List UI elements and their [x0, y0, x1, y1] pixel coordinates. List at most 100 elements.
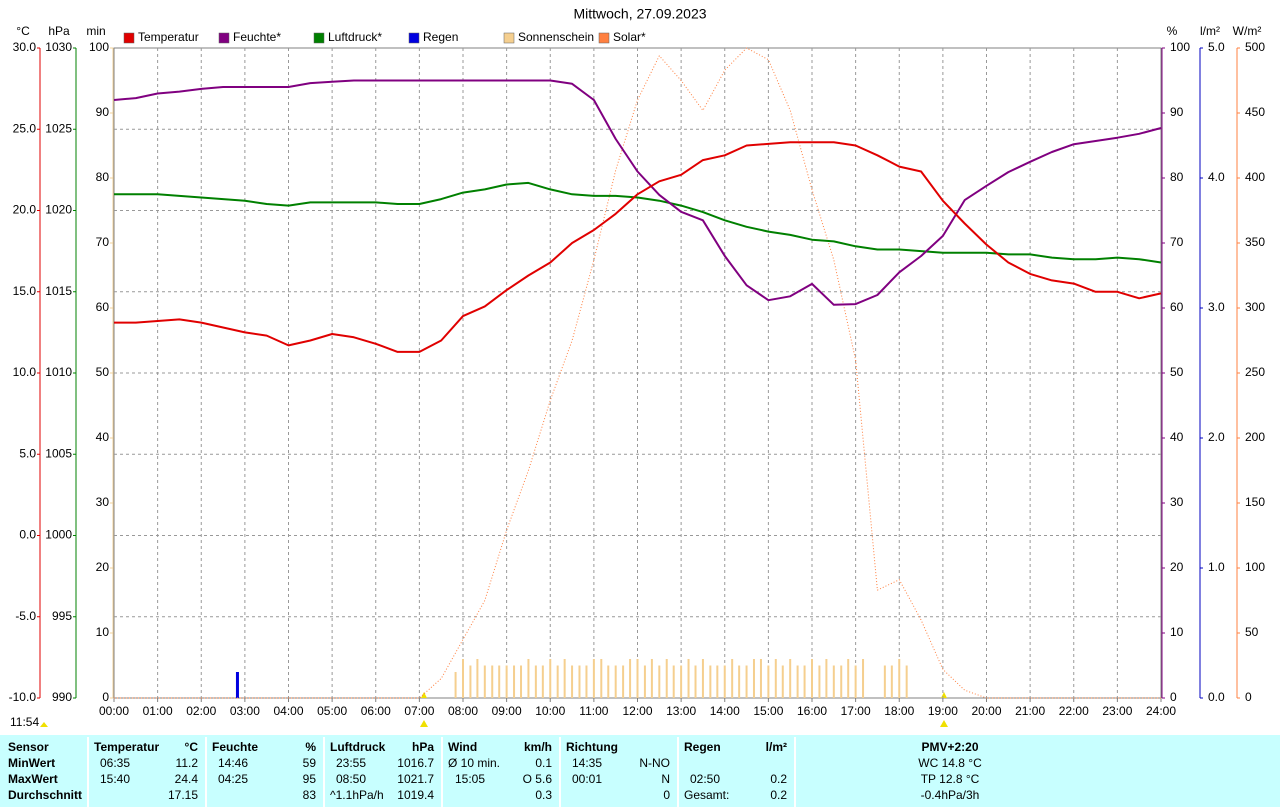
x-tick-label: 09:00: [492, 704, 522, 718]
bar: [454, 672, 457, 698]
bar: [505, 665, 508, 698]
table-header: Sensor: [8, 740, 49, 754]
table-cell: 00:01: [572, 772, 602, 786]
bar: [818, 665, 821, 698]
y-tick-label: 3.0: [1208, 300, 1225, 314]
y-tick-label: 60: [1170, 300, 1184, 314]
x-tick-label: 22:00: [1059, 704, 1089, 718]
x-tick-label: 03:00: [230, 704, 260, 718]
table-header: °C: [185, 740, 199, 754]
y-tick-label: 60: [96, 300, 110, 314]
bar: [462, 659, 464, 698]
legend-label: Luftdruck*: [328, 30, 382, 44]
table-cell: ^1.1hPa/h: [330, 788, 384, 802]
table-header: Luftdruck: [330, 740, 386, 754]
sunrise-tick: [421, 692, 427, 698]
x-tick-label: 24:00: [1146, 704, 1176, 718]
table-cell: 02:50: [690, 772, 720, 786]
bar: [709, 665, 712, 698]
table-cell: 15:05: [455, 772, 485, 786]
bar: [556, 665, 559, 698]
y-tick-label: 350: [1245, 235, 1265, 249]
bar: [607, 665, 610, 698]
bar: [862, 659, 865, 698]
legend-swatch: [313, 32, 325, 44]
line: [114, 47, 1161, 699]
table-cell: 11.2: [176, 756, 199, 770]
x-tick-label: 04:00: [273, 704, 303, 718]
x-tick-label: 00:00: [99, 704, 129, 718]
table-header: Regen: [684, 740, 721, 754]
x-tick-label: 23:00: [1102, 704, 1132, 718]
y-tick-label: 100: [1245, 560, 1265, 574]
bar: [629, 659, 632, 698]
bar: [600, 659, 603, 698]
bar: [759, 659, 762, 698]
y-tick-label: 40: [1170, 430, 1184, 444]
bar: [571, 665, 574, 698]
y-tick-label: 995: [52, 609, 72, 623]
bar: [643, 665, 646, 698]
x-tick-label: 07:00: [404, 704, 434, 718]
legend-label: Temperatur: [138, 30, 199, 44]
table-cell: 1021.7: [397, 772, 434, 786]
x-tick-label: 12:00: [622, 704, 652, 718]
line: [113, 79, 1162, 306]
line: [114, 181, 1162, 264]
bar: [898, 659, 901, 698]
bar: [235, 672, 239, 698]
legend-label: Sonnenschein: [518, 30, 594, 44]
table-cell: N-NO: [639, 756, 670, 770]
bar: [905, 665, 908, 698]
bar: [483, 665, 486, 698]
table-cell: TP 12.8 °C: [921, 772, 980, 786]
bar: [498, 665, 501, 698]
table-cell: 15:40: [100, 772, 130, 786]
bar: [469, 665, 472, 698]
bar: [847, 659, 850, 698]
bar: [803, 665, 806, 698]
bar: [672, 665, 675, 698]
y-tick-label: 50: [96, 365, 110, 379]
table-cell: 23:55: [336, 756, 366, 770]
table-cell: 0.2: [770, 788, 787, 802]
legend-swatch: [408, 32, 420, 44]
x-tick-label: 17:00: [841, 704, 871, 718]
table-header: PMV+2:20: [921, 740, 978, 754]
y-tick-label: 70: [1170, 235, 1184, 249]
y-tick-label: 40: [96, 430, 110, 444]
bar: [854, 665, 857, 698]
y-tick-label: 1015: [45, 284, 72, 298]
x-tick-label: 02:00: [186, 704, 216, 718]
table-cell: 0.2: [770, 772, 787, 786]
table-cell: N: [661, 772, 670, 786]
bar: [513, 665, 516, 698]
bar: [614, 665, 617, 698]
bar: [825, 659, 828, 698]
bar: [549, 659, 552, 698]
y-tick-label: 10.0: [13, 365, 37, 379]
table-cell: 24.4: [175, 772, 199, 786]
y-tick-label: 5.0: [1208, 40, 1225, 54]
axis-title: min: [86, 24, 105, 38]
y-tick-label: 150: [1245, 495, 1265, 509]
table-cell: MinWert: [8, 756, 55, 770]
x-tick-label: 11:00: [579, 704, 608, 718]
table-cell: 59: [303, 756, 317, 770]
line: [114, 141, 1162, 353]
table-header: km/h: [524, 740, 552, 754]
table-cell: 14:35: [572, 756, 602, 770]
marker: [40, 722, 48, 727]
y-tick-label: 500: [1245, 40, 1265, 54]
y-tick-label: 30.0: [13, 40, 37, 54]
table-header: %: [305, 740, 316, 754]
axis-title: l/m²: [1200, 24, 1220, 38]
bar: [534, 665, 537, 698]
y-tick-label: 0: [1245, 690, 1252, 704]
bar: [890, 665, 893, 698]
bar: [738, 665, 741, 698]
y-tick-label: 1020: [45, 203, 72, 217]
y-tick-label: 100: [1170, 40, 1190, 54]
bar: [883, 665, 886, 698]
